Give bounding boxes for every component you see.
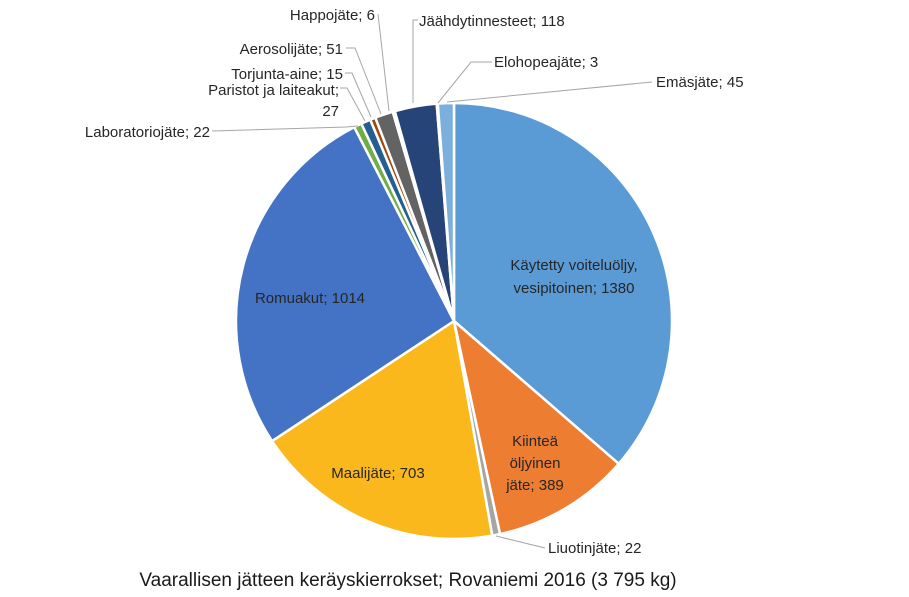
data-label-line: Laboratoriojäte; 22	[85, 124, 210, 141]
pie-slice-maalijate	[270, 319, 494, 541]
pie-slice-romuakut	[234, 125, 456, 443]
data-labels: Käytetty voiteluöljy, vesipitoinen; 1380K…	[85, 7, 744, 557]
data-label-line: Käytetty voiteluöljy,	[510, 257, 637, 274]
pie-slice-kiintea-oljyinen-jate	[452, 319, 620, 536]
data-label-line: öljyinen	[510, 455, 561, 472]
data-label-jaahdytinnesteet: Jäähdytinnesteet; 118	[419, 13, 565, 30]
chart-title: Vaarallisen jätteen keräyskierrokset; Ro…	[139, 570, 676, 591]
data-label-aerosolijate: Aerosolijäte; 51	[240, 41, 343, 58]
data-label-line: Aerosolijäte; 51	[240, 41, 343, 58]
data-label-line: Romuakut; 1014	[255, 290, 365, 307]
data-label-line: Elohopeajäte; 3	[494, 54, 598, 71]
data-label-maalijate: Maalijäte; 703	[331, 465, 424, 482]
data-label-line: vesipitoinen; 1380	[514, 280, 635, 297]
data-label-line: Liuotinjäte; 22	[548, 540, 641, 557]
pie-slice-emasjate	[436, 101, 456, 323]
data-label-line: 27	[322, 103, 339, 120]
leader-line-happojate	[377, 13, 390, 112]
data-label-happojate: Happojäte; 6	[290, 7, 375, 24]
leader-line-torjunta-aine	[345, 72, 372, 118]
data-label-kiintea-oljyinen-jate: Kiinteä öljyinen jäte; 389	[505, 433, 564, 494]
leader-lines	[211, 13, 653, 549]
data-label-line: Paristot ja laiteakut;	[208, 82, 339, 99]
data-label-line: Jäähdytinnesteet; 118	[419, 13, 565, 30]
leader-line-aerosolijate	[346, 47, 382, 115]
data-label-paristot-ja-laiteakut: Paristot ja laiteakut; 27	[208, 82, 339, 120]
data-label-line: Maalijäte; 703	[331, 465, 424, 482]
data-label-liuotinjate: Liuotinjäte; 22	[548, 540, 641, 557]
leader-line-laboratoriojate	[211, 125, 359, 132]
data-label-line: Happojäte; 6	[290, 7, 375, 24]
leader-line-emasjate	[446, 81, 653, 103]
data-label-laboratoriojate: Laboratoriojäte; 22	[85, 124, 210, 141]
data-label-line: Emäsjäte; 45	[656, 74, 744, 91]
leader-line-paristot-ja-laiteakut	[340, 87, 366, 122]
data-label-line: jäte; 389	[505, 477, 564, 494]
data-label-kaytetty-voiteluoljy-vesipitoinen: Käytetty voiteluöljy, vesipitoinen; 1380	[510, 257, 637, 297]
data-label-romuakut: Romuakut; 1014	[255, 290, 365, 307]
leader-line-elohopeajate	[437, 61, 492, 104]
pie-slices	[234, 101, 674, 541]
data-label-emasjate: Emäsjäte; 45	[656, 74, 744, 91]
pie-slice-kaytetty-voiteluoljy-vesipitoinen	[452, 101, 674, 466]
data-label-torjunta-aine: Torjunta-aine; 15	[231, 66, 343, 83]
data-label-line: Torjunta-aine; 15	[231, 66, 343, 83]
data-label-elohopeajate: Elohopeajäte; 3	[494, 54, 598, 71]
data-label-line: Kiinteä	[512, 433, 559, 450]
leader-line-jaahdytinnesteet	[412, 19, 418, 103]
leader-line-liuotinjate	[495, 535, 546, 549]
